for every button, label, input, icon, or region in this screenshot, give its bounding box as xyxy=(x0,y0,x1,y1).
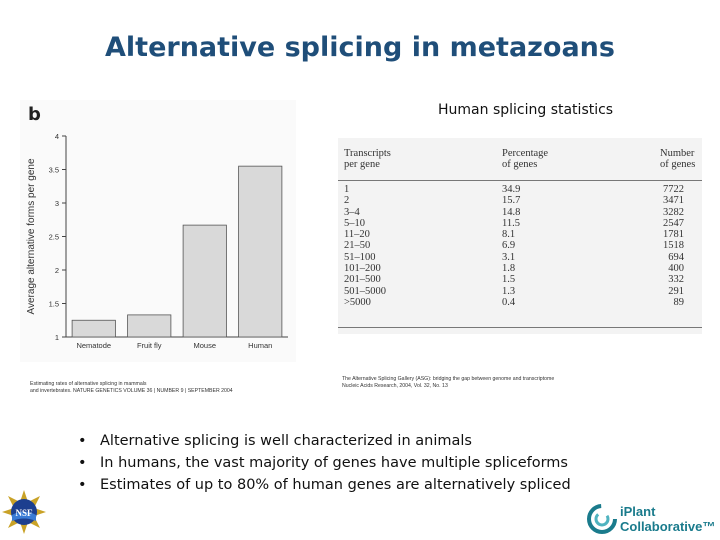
cell-percentage: 1.8 xyxy=(502,263,516,275)
bullet-item: In humans, the vast majority of genes ha… xyxy=(78,452,571,474)
cell-percentage: 8.1 xyxy=(502,229,516,241)
cell-number: 400 xyxy=(668,263,684,275)
cell-percentage: 0.4 xyxy=(502,296,516,308)
cell-percentage: 11.5 xyxy=(502,217,520,229)
cell-number: 332 xyxy=(668,274,684,286)
cell-number: 1781 xyxy=(663,229,684,241)
cell-transcripts: 3–4 xyxy=(344,206,360,218)
y-axis-label: Average alternative forms per gene xyxy=(26,158,37,314)
bar-chart: 1 1.5 2 2.5 3 3.5 4 Average alternative forms p… xyxy=(26,132,288,350)
table-row: 101–200 1.8 400 xyxy=(338,263,702,274)
header-percentage: Percentage of genes xyxy=(502,148,548,170)
header-transcripts: Transcripts per gene xyxy=(344,148,391,170)
y-tick-label: 1 xyxy=(55,333,59,342)
header-number-line-2: of genes xyxy=(660,159,696,170)
table-citation-line-2: Nucleic Acids Research, 2004, Vol. 32, N… xyxy=(342,383,448,389)
cell-number: 89 xyxy=(673,296,685,308)
table-row: 21–50 6.9 1518 xyxy=(338,240,702,251)
table-title: Human splicing statistics xyxy=(438,102,614,118)
y-tick-label: 3 xyxy=(55,199,59,208)
cell-percentage: 3.1 xyxy=(502,251,516,263)
cell-percentage: 6.9 xyxy=(502,240,516,252)
table-citation-line-1: The Alternative Splicing Gallery (ASG): … xyxy=(342,376,555,382)
table-row: 2 15.7 3471 xyxy=(338,195,702,206)
table-row: >5000 0.4 89 xyxy=(338,297,702,308)
cell-transcripts: 1 xyxy=(344,184,350,195)
y-tick-label: 3.5 xyxy=(49,166,59,175)
bar-chart-panel: b 1 1.5 2 2.5 3 3.5 4 Average alternative forms… xyxy=(20,100,296,362)
cell-percentage: 14.8 xyxy=(502,206,521,218)
iplant-logo-line-1: iPlant xyxy=(620,504,656,519)
slide-title: Alternative splicing in metazoans xyxy=(105,32,615,63)
cell-transcripts: 11–20 xyxy=(344,229,370,241)
iplant-logo-text: iPlant Collaborative™ xyxy=(620,504,715,534)
table-body: 1 34.9 7722 2 15.7 3471 3–4 14.8 3282 5–10 11.5… xyxy=(338,184,702,308)
header-percentage-line-2: of genes xyxy=(502,159,538,170)
cell-percentage: 1.3 xyxy=(502,285,516,297)
table-row: 3–4 14.8 3282 xyxy=(338,207,702,218)
header-transcripts-line-2: per gene xyxy=(344,159,380,170)
table-bottom-rule xyxy=(338,327,702,328)
table-row: 51–100 3.1 694 xyxy=(338,252,702,263)
iplant-logo-line-2: Collaborative™ xyxy=(620,519,716,534)
y-tick-label: 1.5 xyxy=(49,300,59,309)
cell-transcripts: 21–50 xyxy=(344,240,371,252)
iplant-swirl-icon xyxy=(587,504,617,534)
x-tick-label: Nematode xyxy=(76,341,111,350)
cell-transcripts: 51–100 xyxy=(344,251,376,263)
header-number: Number of genes xyxy=(660,148,695,170)
bullet-list: Alternative splicing is well characteriz… xyxy=(78,430,571,496)
cell-number: 1518 xyxy=(663,240,684,252)
cell-transcripts: 2 xyxy=(344,195,350,207)
splicing-table: Transcripts per gene Percentage of genes… xyxy=(338,138,702,334)
cell-transcripts: 5–10 xyxy=(344,217,365,229)
chart-citation: Estimating rates of alternative splicing… xyxy=(30,381,233,395)
cell-transcripts: 501–5000 xyxy=(344,285,386,297)
nsf-logo-text: NSF xyxy=(15,508,33,518)
y-tick-label: 4 xyxy=(55,132,59,141)
x-tick-label: Mouse xyxy=(193,341,216,350)
table-row: 501–5000 1.3 291 xyxy=(338,286,702,297)
y-tick-label: 2 xyxy=(55,266,59,275)
cell-percentage: 15.7 xyxy=(502,195,521,207)
chart-citation-line-2: and invertebrates. NATURE GENETICS VOLUM… xyxy=(30,388,233,394)
cell-transcripts: 201–500 xyxy=(344,274,381,286)
table-row: 201–500 1.5 332 xyxy=(338,274,702,285)
header-percentage-line-1: Percentage xyxy=(502,148,549,159)
x-tick-label: Human xyxy=(248,341,272,350)
cell-number: 7722 xyxy=(663,184,684,195)
iplant-collaborative-logo: iPlant Collaborative™ xyxy=(586,502,718,538)
bar-fruit-fly xyxy=(127,314,172,338)
cell-number: 291 xyxy=(668,285,684,297)
cell-number: 694 xyxy=(668,251,684,263)
cell-percentage: 1.5 xyxy=(502,274,516,286)
nsf-logo: NSF xyxy=(2,490,46,534)
bar-nematode xyxy=(71,319,116,338)
cell-percentage: 34.9 xyxy=(502,184,521,195)
x-tick-label: Fruit fly xyxy=(137,341,162,350)
bar-human xyxy=(238,165,283,338)
cell-transcripts: 101–200 xyxy=(344,263,381,275)
panel-letter: b xyxy=(28,104,41,125)
table-row: 11–20 8.1 1781 xyxy=(338,229,702,240)
y-tick-label: 2.5 xyxy=(49,233,59,242)
cell-number: 2547 xyxy=(663,217,684,229)
header-number-line-1: Number xyxy=(660,148,695,159)
table-row: 1 34.9 7722 xyxy=(338,184,702,195)
table-header: Transcripts per gene Percentage of genes… xyxy=(338,138,702,181)
header-transcripts-line-1: Transcripts xyxy=(344,148,391,159)
cell-number: 3471 xyxy=(663,195,684,207)
cell-number: 3282 xyxy=(663,206,684,218)
chart-citation-line-1: Estimating rates of alternative splicing… xyxy=(30,381,147,387)
bar-mouse xyxy=(182,224,227,338)
cell-transcripts: >5000 xyxy=(344,296,371,308)
bullet-item: Estimates of up to 80% of human genes ar… xyxy=(78,474,571,496)
bullet-item: Alternative splicing is well characteriz… xyxy=(78,430,571,452)
table-citation: The Alternative Splicing Gallery (ASG): … xyxy=(342,376,554,390)
table-row: 5–10 11.5 2547 xyxy=(338,218,702,229)
